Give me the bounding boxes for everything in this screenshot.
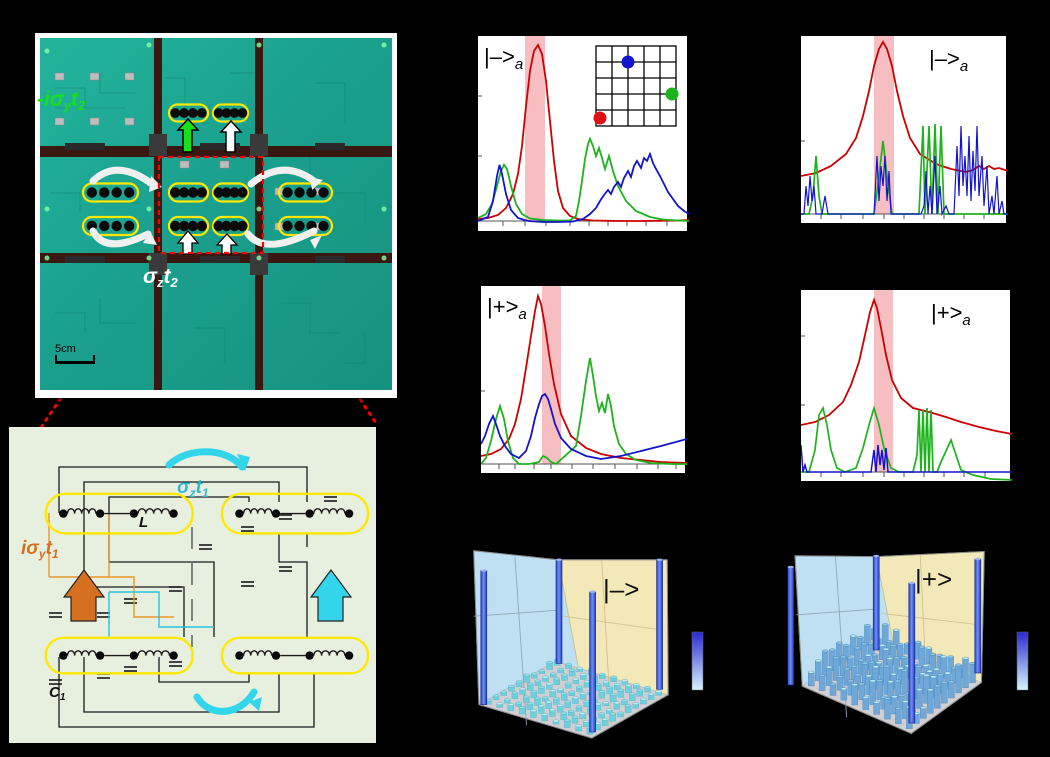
svg-text:C1: C1 [49,684,66,703]
svg-text:iσyt1: iσyt1 [21,538,59,561]
svg-text:L: L [139,514,148,531]
svg-text:5cm: 5cm [55,343,76,355]
svg-text:|+>a: |+>a [931,300,971,329]
svg-text:|+>a: |+>a [487,294,527,323]
svg-text:|–>: |–> [603,574,639,604]
svg-text:|+>: |+> [915,564,952,594]
svg-text:|–>a: |–>a [484,44,523,73]
svg-text:|–>a: |–>a [929,46,968,75]
svg-text:σzt1: σzt1 [177,477,209,500]
